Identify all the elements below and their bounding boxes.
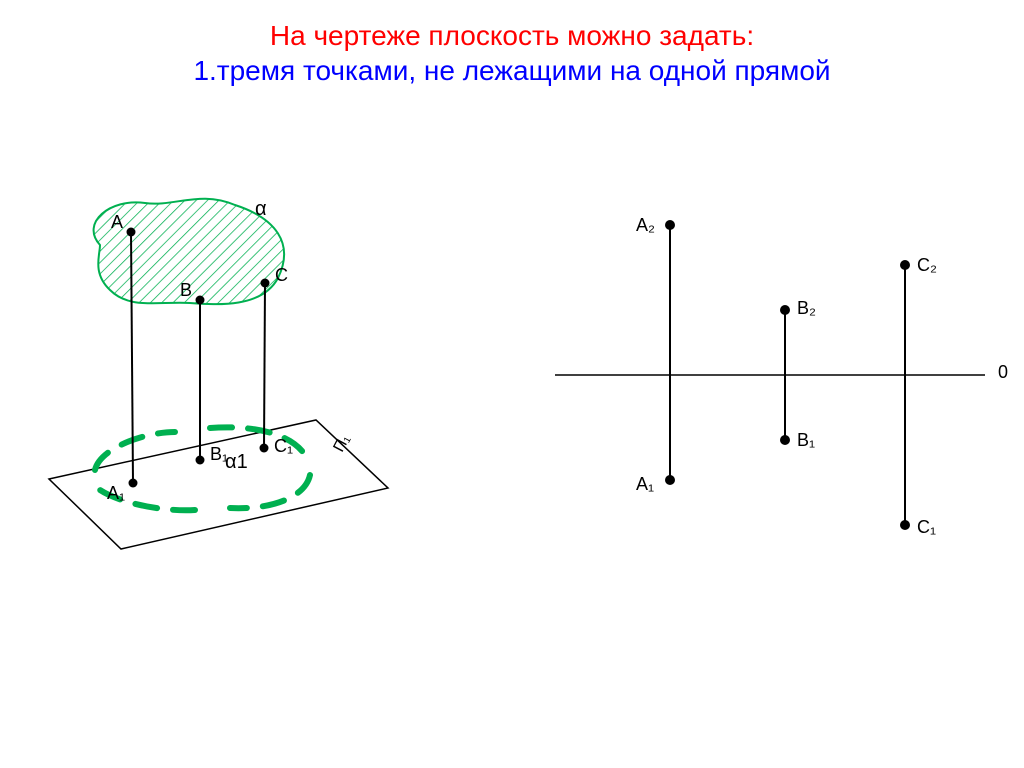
label-alpha1: α1 [225,451,248,473]
label-A1: A₁ [107,483,125,503]
point-B1 [780,435,790,445]
point-B1 [196,456,205,465]
label-C2: C₂ [917,255,937,275]
point-C [261,279,270,288]
point-C1 [260,444,269,453]
label-A: A [111,212,123,232]
label-C1: C₁ [274,436,293,456]
point-B2 [780,305,790,315]
left-diagram: AA₁BB₁CC₁αα1П₁ [49,198,388,549]
point-C1 [900,520,910,530]
point-A1 [129,479,138,488]
point-C2 [900,260,910,270]
alpha1-dash-2 [230,475,310,508]
point-B [196,296,205,305]
label-A2: A₂ [636,215,655,235]
point-A2 [665,220,675,230]
label-B2: B₂ [797,298,816,318]
point-A [127,228,136,237]
label-alpha: α [255,198,267,220]
label-B1: B₁ [797,430,815,450]
right-diagram: 0 A₂ A₁ B₂ B₁ C₂ C₁ [555,215,1008,537]
alpha1-dash-0 [95,432,175,470]
label-zero: 0 [998,362,1008,382]
label-B: B [180,280,192,300]
label-A1: A₁ [636,474,654,494]
label-C1: C₁ [917,517,936,537]
point-A1 [665,475,675,485]
projector-C [264,283,265,448]
label-C: C [275,265,288,285]
diagram-stage: AA₁BB₁CC₁αα1П₁ 0A₂A₁B₂B₁C₂C₁ [0,0,1024,768]
